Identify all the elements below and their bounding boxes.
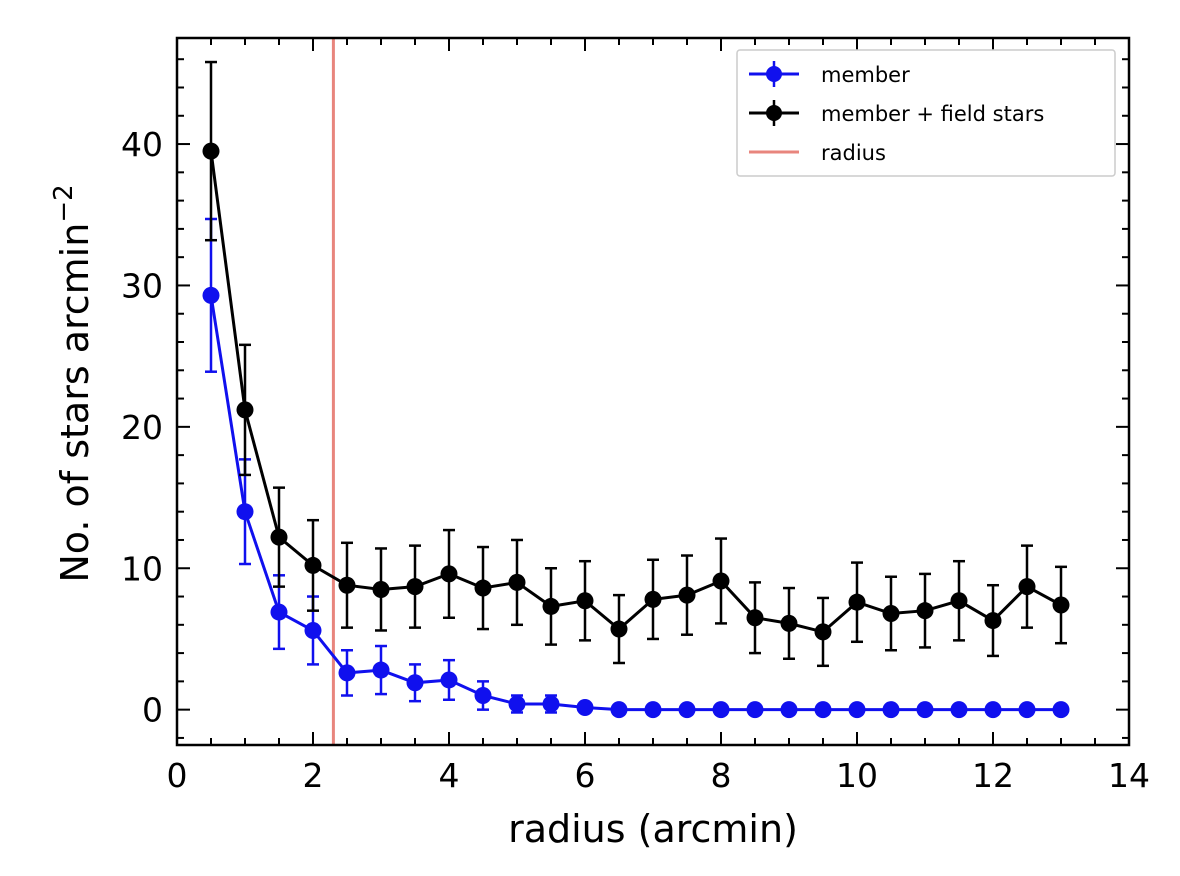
data-point-member xyxy=(610,701,628,719)
data-point-member xyxy=(372,661,390,679)
data-point-member xyxy=(338,664,356,682)
x-tick-label: 2 xyxy=(303,756,324,795)
x-tick-label: 10 xyxy=(836,756,878,795)
y-axis-label-main: No. of stars arcmin xyxy=(53,223,97,583)
x-axis-label: radius (arcmin) xyxy=(508,807,798,851)
data-point-member xyxy=(1018,701,1036,719)
data-point-member-field xyxy=(746,609,764,627)
data-point-member-field xyxy=(270,528,288,546)
data-point-member-field xyxy=(950,592,968,610)
data-point-member-field xyxy=(712,572,730,590)
legend-label-radius: radius xyxy=(821,141,886,165)
data-point-member xyxy=(712,701,730,719)
x-tick-label: 0 xyxy=(167,756,188,795)
data-point-member xyxy=(678,701,696,719)
data-point-member xyxy=(950,701,968,719)
y-tick-label: 40 xyxy=(121,125,163,164)
y-tick-label: 10 xyxy=(121,549,163,588)
data-point-member-field xyxy=(576,592,594,610)
data-point-member xyxy=(916,701,934,719)
data-point-member xyxy=(474,687,492,705)
data-point-member xyxy=(814,701,832,719)
data-point-member-field xyxy=(440,565,458,583)
x-tick-label: 12 xyxy=(972,756,1014,795)
x-tick-label: 6 xyxy=(575,756,596,795)
series-member xyxy=(202,217,1070,719)
legend-entry-radius: radius xyxy=(749,141,886,165)
data-point-member xyxy=(406,674,424,692)
data-point-member xyxy=(542,695,560,713)
legend-entry-member-field: member + field stars xyxy=(749,100,1044,126)
x-tick-label: 14 xyxy=(1108,756,1150,795)
data-point-member-field xyxy=(508,573,526,591)
legend-entry-member: member xyxy=(749,61,910,87)
data-point-member xyxy=(1052,701,1070,719)
y-axis-label-superscript: −2 xyxy=(49,184,79,222)
data-point-member-field xyxy=(814,623,832,641)
plot-frame xyxy=(175,36,1131,747)
data-point-member-field xyxy=(984,612,1002,630)
tick-labels-layer: 0 2 4 6 8 10 12 14 0 10 20 30 40 xyxy=(121,125,1150,795)
data-point-member xyxy=(236,503,254,521)
legend-label-member-field: member + field stars xyxy=(821,102,1044,126)
data-point-member-field xyxy=(848,593,866,611)
data-point-member xyxy=(508,695,526,713)
data-point-member-field xyxy=(1052,596,1070,614)
data-point-member xyxy=(576,699,594,717)
data-point-member-field xyxy=(406,578,424,596)
data-point-member xyxy=(848,701,866,719)
legend-marker-dot-member xyxy=(766,66,782,82)
y-tick-label: 30 xyxy=(121,266,163,305)
y-axis-label: No. of stars arcmin−2 xyxy=(49,184,97,582)
data-point-member xyxy=(202,286,220,304)
data-point-member-field xyxy=(916,602,934,620)
y-tick-label: 0 xyxy=(142,691,163,730)
data-point-member-field xyxy=(372,580,390,598)
data-point-member-field xyxy=(610,620,628,638)
data-point-member-field xyxy=(644,590,662,608)
data-point-member-field xyxy=(882,604,900,622)
legend: member member + field stars radius xyxy=(736,49,1116,177)
data-point-member xyxy=(304,621,322,639)
legend-marker-dot-member-field xyxy=(766,105,782,121)
data-point-member-field xyxy=(338,576,356,594)
data-point-member-field xyxy=(1018,578,1036,596)
data-point-member xyxy=(644,701,662,719)
series-line-member xyxy=(209,295,1061,712)
data-point-member-field xyxy=(542,597,560,615)
x-tick-label: 8 xyxy=(711,756,732,795)
legend-box xyxy=(736,49,1116,177)
data-point-member xyxy=(780,701,798,719)
x-tick-label: 4 xyxy=(439,756,460,795)
data-point-member-field xyxy=(202,142,220,160)
data-point-member xyxy=(984,701,1002,719)
data-point-member xyxy=(882,701,900,719)
data-point-member-field xyxy=(678,586,696,604)
data-point-member-field xyxy=(474,579,492,597)
series-layer xyxy=(202,60,1070,719)
y-tick-label: 20 xyxy=(121,408,163,447)
data-point-member-field xyxy=(304,556,322,574)
data-point-member xyxy=(440,671,458,689)
series-line-member-field xyxy=(209,150,1062,634)
series-member-field xyxy=(202,60,1070,668)
data-point-member-field xyxy=(236,401,254,419)
legend-label-member: member xyxy=(821,63,910,87)
data-point-member xyxy=(746,701,764,719)
data-point-member-field xyxy=(780,614,798,632)
data-point-member xyxy=(270,603,288,621)
